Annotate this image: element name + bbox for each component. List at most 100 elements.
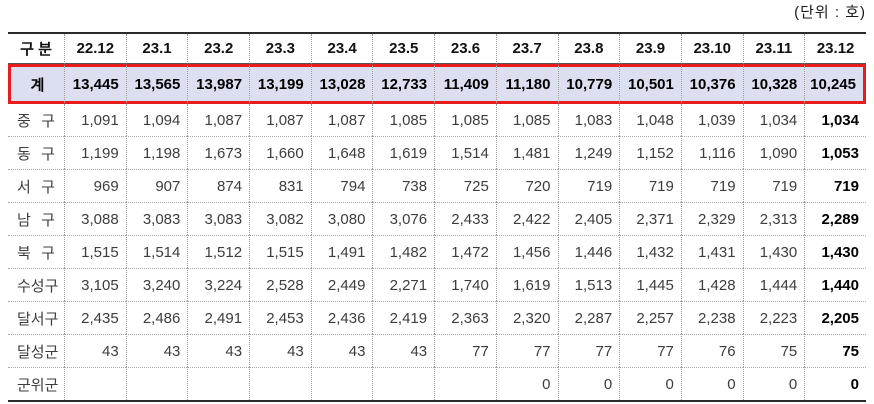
- table-cell: 3,083: [125, 202, 188, 235]
- row-label: 중 구: [17, 112, 55, 130]
- table-cell: 1,034: [804, 104, 866, 136]
- table-cell: 13,565: [125, 64, 188, 104]
- column-header: 23.12: [804, 34, 866, 64]
- table-cell: 874: [187, 169, 250, 202]
- table-cell: 1,619: [372, 136, 435, 169]
- column-header: 23.2: [187, 34, 250, 64]
- table-cell: 3,082: [249, 202, 311, 235]
- table-cell: 2,313: [742, 202, 805, 235]
- table-cell: 0: [557, 367, 620, 400]
- column-header: 23.11: [742, 34, 805, 64]
- table-cell: 0: [804, 367, 866, 400]
- table-cell: [310, 367, 373, 400]
- table-row: 달성군 43 43 43 43 43 43 77 77 77 77 76 75 75: [8, 334, 866, 367]
- table-row: 북 구 1,515 1,514 1,512 1,515 1,491 1,482 1,472 1,…: [8, 235, 866, 268]
- table-cell: 719: [557, 169, 620, 202]
- column-header: 23.1: [125, 34, 188, 64]
- column-header: 23.9: [619, 34, 681, 64]
- row-label: 동 구: [8, 136, 64, 169]
- table-cell: 1,034: [742, 104, 805, 136]
- table-cell: 1,619: [495, 268, 558, 301]
- table-cell: 2,205: [804, 301, 866, 334]
- table-cell: 75: [804, 334, 866, 367]
- table-cell: 77: [495, 334, 558, 367]
- table-cell: 11,180: [495, 64, 558, 104]
- row-label: 군위군: [8, 367, 64, 400]
- table-cell: 1,249: [557, 136, 620, 169]
- column-header: 23.6: [434, 34, 496, 64]
- table-cell: 1,053: [804, 136, 866, 169]
- table-body: 계 13,445 13,565 13,987 13,199 13,028 12,733 11,…: [8, 64, 866, 400]
- table-cell: 10,245: [804, 64, 866, 104]
- table-cell: 1,085: [434, 104, 496, 136]
- table-cell: 2,223: [742, 301, 805, 334]
- table-cell: 2,491: [187, 301, 250, 334]
- table-cell: [249, 367, 311, 400]
- column-header: 23.8: [557, 34, 620, 64]
- table-cell: 2,271: [372, 268, 435, 301]
- table-cell: 2,257: [619, 301, 681, 334]
- table-cell: 2,419: [372, 301, 435, 334]
- table-cell: 3,080: [310, 202, 373, 235]
- table-cell: 1,085: [372, 104, 434, 136]
- column-header: 23.10: [680, 34, 743, 64]
- table-cell: 719: [680, 169, 743, 202]
- table-cell: 1,048: [619, 104, 681, 136]
- table-cell: 1,513: [557, 268, 620, 301]
- table-cell: 2,486: [125, 301, 188, 334]
- table-cell: 2,528: [249, 268, 311, 301]
- table-cell: 1,660: [249, 136, 311, 169]
- table-cell: 2,287: [557, 301, 620, 334]
- row-label: 서 구: [8, 169, 64, 202]
- column-header-label: 구 분: [8, 34, 64, 64]
- table-cell: 1,514: [125, 235, 188, 268]
- column-header: 23.7: [495, 34, 558, 64]
- table-cell: 1,090: [742, 136, 805, 169]
- row-label: 달성군: [8, 334, 64, 367]
- table-cell: 3,240: [125, 268, 188, 301]
- table-cell: 1,440: [804, 268, 866, 301]
- table-cell: 1,087: [187, 104, 249, 136]
- column-header: 23.3: [249, 34, 311, 64]
- table-header: 구 분 22.12 23.1 23.2 23.3 23.4 23.5 23.6 23.7 23.8…: [8, 34, 866, 64]
- table-cell: 2,422: [495, 202, 558, 235]
- table-cell: 1,039: [680, 104, 743, 136]
- header-row: 구 분 22.12 23.1 23.2 23.3 23.4 23.5 23.6 23.7 23.8…: [8, 34, 866, 64]
- table-cell: 13,028: [310, 64, 373, 104]
- table-cell: [187, 367, 250, 400]
- row-label: 달서구: [8, 301, 64, 334]
- table-cell: 1,085: [495, 104, 558, 136]
- table-cell: 11,409: [434, 64, 496, 104]
- table-cell: 2,363: [434, 301, 496, 334]
- table-cell: 1,087: [249, 104, 311, 136]
- table-cell: 1,515: [64, 235, 126, 268]
- table-cell: 1,648: [310, 136, 373, 169]
- table-cell: 1,432: [619, 235, 681, 268]
- table-cell: [372, 367, 435, 400]
- table-row: 중 구 1,091 1,094 1,087 1,087 1,087 1,085 1,085 1,…: [8, 104, 866, 136]
- table-cell: 3,088: [64, 202, 126, 235]
- table-cell: 725: [434, 169, 496, 202]
- table-cell: 0: [619, 367, 681, 400]
- table-cell: 1,430: [804, 235, 866, 268]
- table-cell: 2,433: [434, 202, 496, 235]
- table-cell: 3,076: [372, 202, 435, 235]
- table-cell: 1,456: [495, 235, 558, 268]
- table-cell: 10,376: [680, 64, 743, 104]
- table-cell: 1,515: [249, 235, 311, 268]
- table-cell: 77: [619, 334, 681, 367]
- row-label: 계: [8, 64, 64, 104]
- table-cell: 1,083: [557, 104, 620, 136]
- table-cell: 2,435: [64, 301, 126, 334]
- table-cell: 794: [310, 169, 373, 202]
- table-cell: 43: [64, 334, 126, 367]
- table-row: 남 구 3,088 3,083 3,083 3,082 3,080 3,076 2,433 2,…: [8, 202, 866, 235]
- table-cell: 2,436: [310, 301, 373, 334]
- table-cell: 2,371: [619, 202, 681, 235]
- table-row: 서 구 969 907 874 831 794 738 725 720 719 719 719 719 7…: [8, 169, 866, 202]
- table-cell: 1,198: [125, 136, 188, 169]
- table-cell: 1,446: [557, 235, 620, 268]
- table-cell: [64, 367, 126, 400]
- table-cell: 738: [372, 169, 435, 202]
- table-cell: 1,444: [742, 268, 805, 301]
